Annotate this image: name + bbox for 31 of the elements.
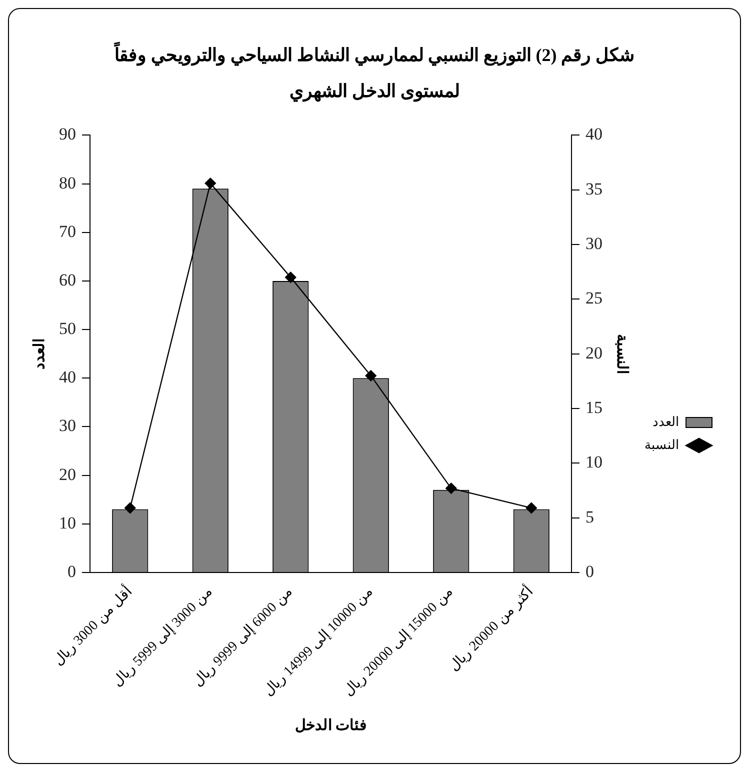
- y2-tick-label: 35: [586, 179, 602, 198]
- y2-tick-label: 5: [586, 507, 594, 526]
- chart-title: شكل رقم (2) التوزيع النسبي لممارسي النشاط السياحي والترويحي وفقاً لمستوى الدخل الشهري: [113, 40, 636, 104]
- y-tick-label: 90: [59, 124, 76, 144]
- point: [526, 502, 537, 514]
- point: [124, 502, 136, 514]
- y2-tick-label: 15: [586, 398, 602, 417]
- point: [204, 178, 216, 189]
- y-tick-label: 0: [68, 562, 76, 581]
- y2-tick-label: 10: [586, 452, 602, 472]
- y-tick-label: 80: [59, 173, 76, 192]
- y2-tick-label: 0: [586, 562, 594, 581]
- y2-tick-label: 20: [586, 343, 602, 362]
- y-tick-label: 20: [59, 464, 76, 484]
- y-axis-title: العدد: [32, 338, 48, 370]
- y-tick-label: 60: [59, 270, 76, 290]
- y-tick-label: 30: [59, 416, 76, 436]
- point: [365, 370, 376, 382]
- y-tick-label: 40: [59, 368, 76, 387]
- y2-tick-label: 30: [586, 234, 602, 253]
- point: [285, 272, 296, 283]
- y2-axis-title: النسبة: [614, 334, 630, 374]
- y-tick-label: 50: [59, 319, 76, 338]
- y2-tick-label: 25: [586, 288, 602, 308]
- y-tick-label: 10: [59, 513, 76, 532]
- legend-label: النسبة: [644, 436, 680, 452]
- y-tick-label: 70: [59, 222, 76, 241]
- point: [446, 482, 457, 494]
- legend-label: العدد: [652, 414, 680, 429]
- x-axis-title: فئات الدخل: [294, 718, 367, 734]
- y2-tick-label: 40: [586, 124, 602, 144]
